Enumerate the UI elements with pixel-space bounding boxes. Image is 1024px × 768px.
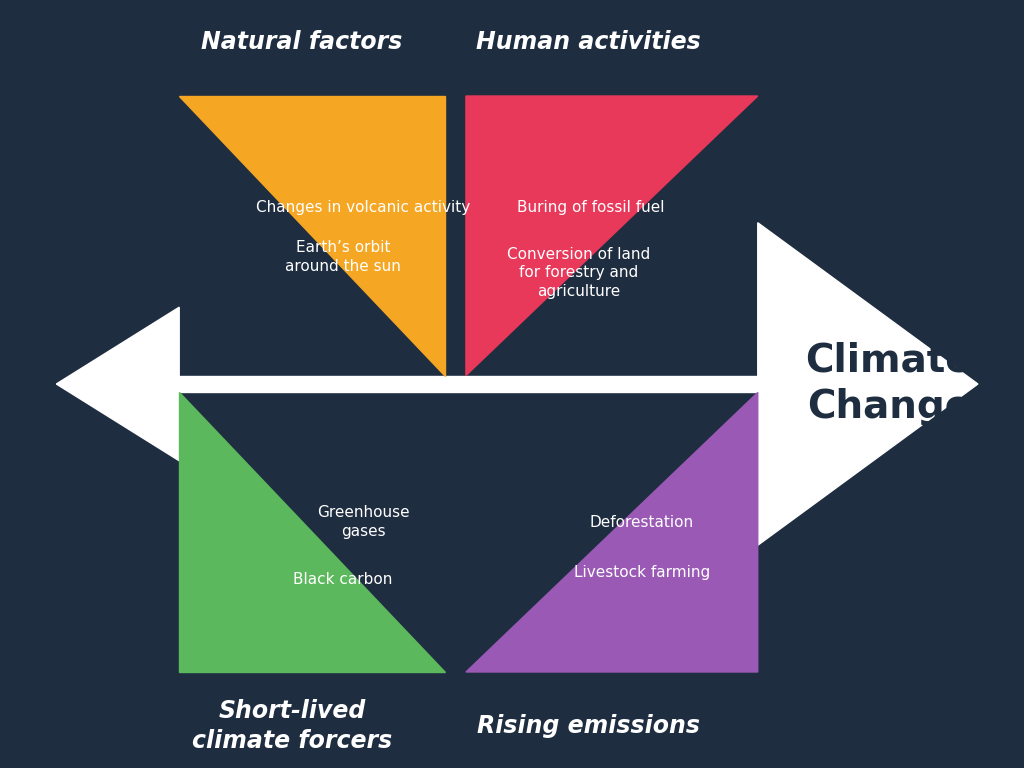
Polygon shape [56, 307, 179, 461]
Polygon shape [179, 392, 445, 672]
Text: Livestock farming: Livestock farming [573, 564, 711, 580]
Polygon shape [179, 96, 445, 376]
Text: Buring of fossil fuel: Buring of fossil fuel [517, 200, 665, 215]
Text: Black carbon: Black carbon [293, 572, 393, 588]
Polygon shape [758, 223, 978, 545]
Text: Human activities: Human activities [476, 30, 701, 55]
Text: Rising emissions: Rising emissions [477, 713, 700, 738]
Text: Earth’s orbit
around the sun: Earth’s orbit around the sun [285, 240, 401, 274]
Text: Natural factors: Natural factors [202, 30, 402, 55]
Polygon shape [466, 96, 758, 376]
Text: Changes in volcanic activity: Changes in volcanic activity [256, 200, 471, 215]
Text: Deforestation: Deforestation [590, 515, 694, 530]
Polygon shape [466, 392, 758, 672]
Text: Greenhouse
gases: Greenhouse gases [317, 505, 410, 539]
Text: Short-lived
climate forcers: Short-lived climate forcers [191, 699, 392, 753]
Text: Climate
Change: Climate Change [806, 342, 972, 426]
Text: Conversion of land
for forestry and
agriculture: Conversion of land for forestry and agri… [507, 247, 650, 299]
